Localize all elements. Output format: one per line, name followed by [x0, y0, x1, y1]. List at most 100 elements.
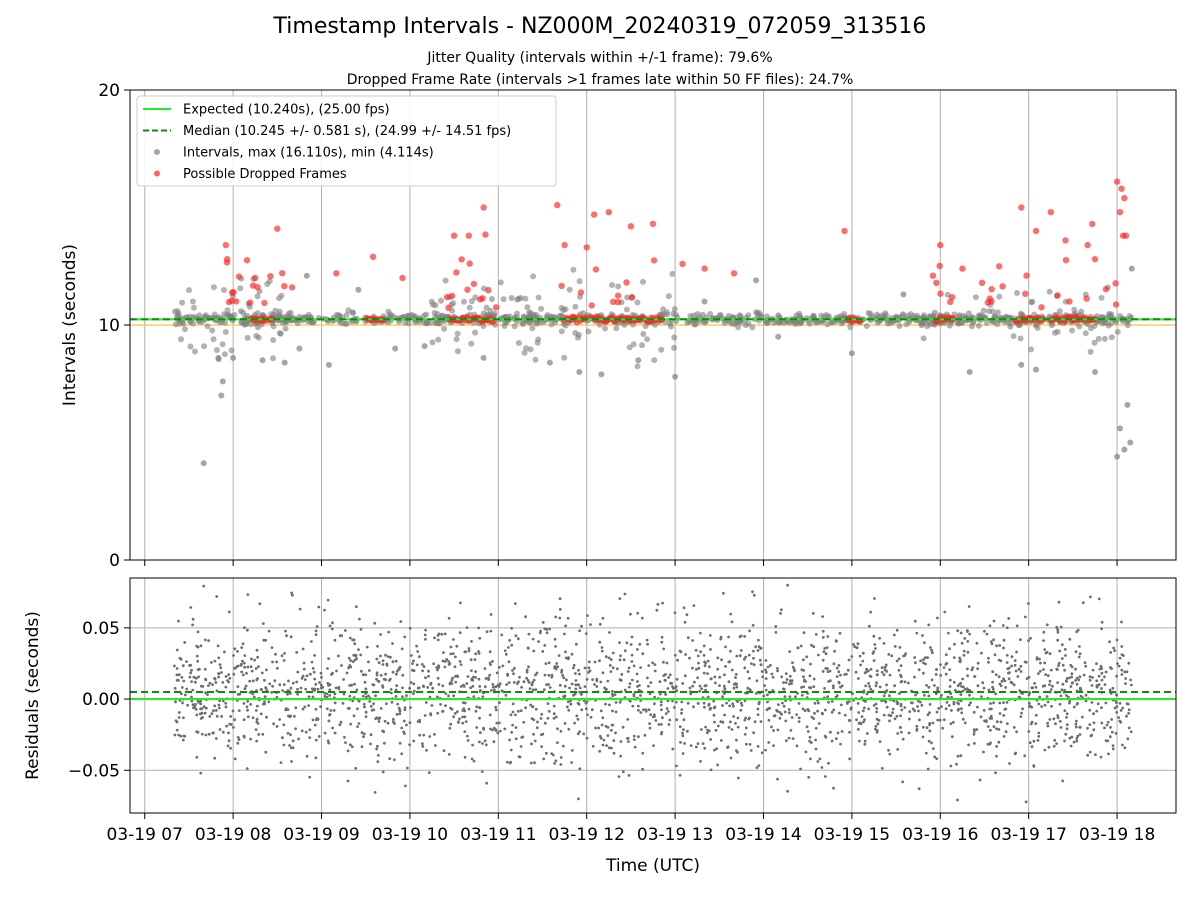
- residual-point: [272, 722, 275, 726]
- residual-point: [817, 701, 820, 705]
- interval-point: [796, 313, 803, 319]
- residual-point: [538, 631, 542, 635]
- residual-point: [952, 680, 956, 684]
- interval-point: [453, 336, 460, 343]
- residual-point: [594, 726, 597, 730]
- dropped-frame-point: [1091, 256, 1099, 263]
- residual-point: [599, 736, 603, 740]
- interval-point: [174, 308, 181, 315]
- residual-point: [723, 687, 727, 691]
- interval-point: [466, 304, 473, 311]
- residual-point: [188, 675, 192, 679]
- dropped-frame-point: [333, 270, 340, 277]
- interval-point: [423, 311, 430, 318]
- residual-point: [899, 664, 903, 668]
- residual-point: [866, 732, 869, 735]
- residual-point: [744, 742, 748, 746]
- residual-point: [332, 709, 336, 712]
- residual-point: [241, 673, 245, 677]
- residual-point: [408, 686, 411, 690]
- residual-point: [530, 717, 534, 720]
- residual-point: [1065, 727, 1069, 731]
- residual-point: [1100, 620, 1104, 624]
- residual-point: [474, 670, 477, 673]
- residual-point: [693, 680, 696, 684]
- dropped-frame-point: [453, 269, 460, 276]
- residual-point: [1048, 679, 1052, 683]
- residual-point: [308, 736, 312, 739]
- residual-point: [812, 645, 816, 649]
- residual-point: [447, 694, 450, 698]
- residual-point: [1041, 684, 1045, 688]
- residual-point: [1027, 675, 1031, 679]
- residual-point: [286, 692, 289, 696]
- dropped-frame-point: [279, 270, 286, 277]
- residual-point: [987, 660, 990, 664]
- residual-point: [609, 658, 613, 661]
- residual-point: [481, 742, 484, 745]
- residual-point: [1109, 726, 1112, 729]
- interval-point: [429, 339, 436, 346]
- residual-point: [1091, 668, 1095, 672]
- residual-point: [1110, 730, 1114, 734]
- residual-point: [930, 648, 933, 652]
- residual-point: [220, 715, 224, 718]
- residual-point: [563, 684, 567, 688]
- residual-point: [524, 706, 527, 710]
- residual-point: [433, 636, 436, 640]
- residual-point: [719, 720, 723, 724]
- residual-point: [1059, 726, 1063, 729]
- residual-point: [503, 649, 507, 653]
- residual-point: [556, 727, 559, 731]
- residual-point: [751, 590, 754, 594]
- residual-point: [915, 727, 919, 731]
- residual-point: [339, 720, 343, 724]
- residual-point: [352, 638, 356, 642]
- residual-point: [796, 646, 800, 650]
- residual-point: [580, 693, 583, 696]
- interval-point: [253, 332, 260, 339]
- residual-point: [326, 598, 330, 602]
- interval-point: [1101, 335, 1108, 342]
- residual-point: [233, 666, 237, 670]
- residual-point: [591, 744, 595, 748]
- residual-point: [702, 701, 706, 705]
- interval-point: [959, 319, 966, 326]
- residual-point: [1042, 668, 1045, 671]
- interval-point: [640, 331, 647, 337]
- residual-point: [317, 735, 321, 738]
- residual-point: [214, 737, 218, 740]
- residual-point: [660, 635, 664, 639]
- residual-point: [704, 688, 707, 692]
- residual-point: [595, 679, 599, 683]
- residual-point: [305, 754, 309, 758]
- residual-point: [729, 756, 733, 760]
- residual-point: [632, 664, 636, 668]
- residual-point: [531, 637, 535, 641]
- residual-point: [314, 633, 318, 637]
- residual-point: [496, 684, 500, 687]
- residual-point: [186, 703, 190, 707]
- interval-point: [1108, 320, 1114, 327]
- interval-point: [576, 369, 583, 375]
- residual-point: [907, 717, 911, 721]
- residual-point: [799, 767, 802, 771]
- residual-point: [699, 650, 702, 654]
- residual-point: [978, 778, 982, 782]
- residual-point: [898, 725, 902, 729]
- residual-point: [698, 684, 702, 688]
- residual-point: [204, 733, 208, 737]
- interval-point: [863, 323, 870, 329]
- residual-point: [703, 660, 706, 664]
- residual-point: [774, 625, 778, 628]
- residual-point: [1038, 657, 1041, 661]
- residual-point: [343, 735, 346, 739]
- residual-point: [839, 703, 843, 707]
- residual-point: [674, 685, 678, 688]
- residual-point: [709, 738, 712, 741]
- residual-point: [389, 655, 392, 659]
- residual-point: [494, 685, 498, 689]
- residual-point: [347, 656, 351, 660]
- residual-point: [199, 644, 203, 648]
- interval-point: [530, 273, 537, 280]
